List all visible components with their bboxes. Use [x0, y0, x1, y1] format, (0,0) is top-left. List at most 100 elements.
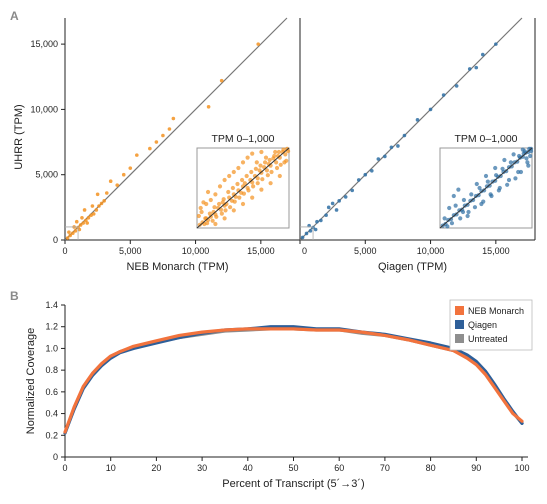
inset-point	[265, 173, 270, 178]
inset-point	[236, 165, 241, 171]
scatter-point	[90, 204, 95, 208]
scatter-point	[65, 236, 70, 240]
identity-line	[299, 17, 523, 241]
scatter-point	[81, 221, 86, 225]
scatter-point	[171, 116, 176, 121]
scatter-point	[77, 227, 82, 232]
y-tick-label: 1.2	[45, 322, 58, 332]
inset-point	[520, 154, 525, 159]
scatter-point	[402, 133, 407, 138]
inset-point	[458, 216, 463, 221]
inset-point	[504, 169, 509, 174]
inset-point	[262, 160, 268, 165]
inset-point	[449, 221, 455, 226]
inset-point	[216, 201, 222, 207]
inset-point	[268, 181, 273, 186]
legend-label: NEB Monarch	[468, 306, 524, 316]
y-tick-label: 0.8	[45, 365, 58, 375]
scatter-point	[300, 235, 305, 240]
inset-identity-line	[439, 147, 533, 229]
scatter-subplot: 0 5,000 10,000 15,000 NEB Monarch (TPM) TPM 0…	[62, 17, 301, 273]
y-tick-label: 1.4	[45, 300, 58, 310]
inset-point	[460, 209, 466, 215]
scatter-point	[415, 118, 420, 122]
inset-point	[208, 214, 213, 219]
inset-point	[466, 209, 471, 215]
inset-point	[469, 192, 474, 197]
scatter-point	[104, 191, 109, 195]
inset-point	[226, 189, 231, 195]
inset-range-marker	[65, 226, 79, 240]
x-axis-label: Percent of Transcript (5´→3´)	[222, 478, 364, 490]
inset-point	[524, 156, 529, 161]
inset-point	[283, 152, 288, 157]
scatter-point	[454, 84, 459, 88]
inset-point	[210, 218, 215, 223]
scatter-point	[441, 93, 446, 97]
inset-point	[235, 181, 240, 187]
inset-point	[251, 184, 256, 189]
scatter-point	[350, 188, 355, 193]
inset-point	[482, 188, 487, 193]
inset-point	[505, 182, 510, 187]
scatter-point	[219, 78, 224, 83]
series-line	[63, 327, 524, 434]
scatter-point	[135, 153, 139, 157]
scatter-point	[68, 233, 73, 238]
x-tick-label: 50	[288, 463, 298, 473]
inset-point	[481, 199, 486, 204]
inset-point	[255, 181, 260, 186]
inset-point	[230, 185, 235, 191]
inset-point	[207, 211, 212, 216]
inset-point	[500, 166, 505, 171]
inset-point	[240, 160, 246, 165]
inset-point	[212, 205, 217, 210]
scatter-point	[86, 216, 91, 220]
scatter-point	[307, 223, 311, 228]
scatter-point	[330, 201, 335, 206]
scatter-point	[376, 157, 381, 161]
scatter-point	[326, 205, 331, 210]
scatter-point	[73, 229, 78, 233]
inset-point	[465, 213, 470, 219]
y-tick-label: 0	[53, 235, 58, 245]
inset-point	[232, 199, 237, 204]
inset-range-marker	[300, 226, 314, 240]
scatter-point	[91, 212, 96, 216]
inset-point	[513, 176, 518, 181]
inset-point	[476, 193, 481, 198]
scatter-point	[467, 67, 472, 71]
x-tick-label: 10,000	[182, 246, 210, 256]
inset-point	[502, 157, 507, 163]
inset-point	[493, 178, 498, 183]
y-tick-label: 0.4	[45, 409, 58, 419]
inset-point	[208, 197, 213, 203]
inset-point	[214, 214, 219, 219]
scatter-point	[95, 192, 100, 197]
inset-point	[272, 153, 277, 159]
legend-swatch	[455, 334, 464, 343]
scatter-panel: 0 5,000 10,000 15,000 UHRR (TPM) 0 5,000 10,000…	[13, 17, 536, 273]
inset-point	[506, 177, 512, 183]
x-tick-label: 15,000	[482, 246, 510, 256]
inset-point	[231, 208, 236, 213]
scatter-point	[99, 201, 104, 206]
y-tick-label: 0	[53, 452, 58, 462]
scatter-point	[97, 204, 101, 208]
x-tick-label: 60	[334, 463, 344, 473]
x-tick-label: 70	[380, 463, 390, 473]
inset-point	[199, 209, 204, 215]
inset-point	[273, 149, 278, 155]
scatter-point	[102, 199, 106, 203]
legend-swatch	[455, 320, 464, 329]
x-tick-label: 15,000	[247, 246, 275, 256]
inset-point	[255, 176, 260, 181]
inset-point	[284, 158, 289, 163]
inset-point	[485, 179, 490, 184]
scatter-point	[474, 65, 479, 70]
scatter-point	[71, 231, 75, 236]
scatter-point	[80, 216, 84, 220]
scatter-point	[313, 227, 318, 232]
scatter-point	[94, 208, 99, 212]
